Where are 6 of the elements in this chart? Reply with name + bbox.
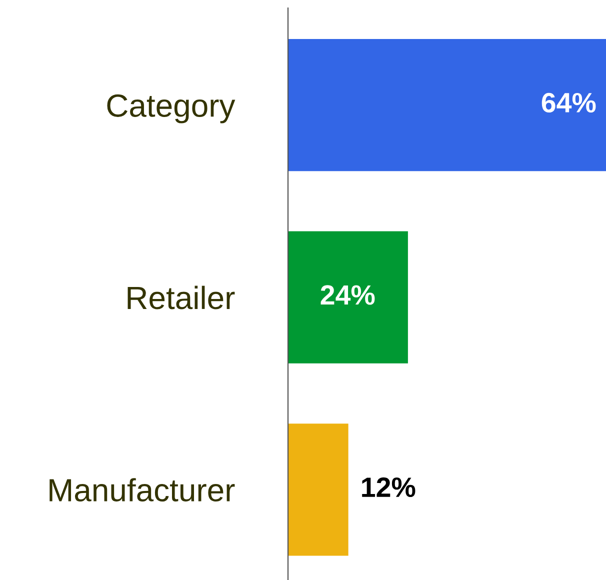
y-tick-label: Manufacturer [50, 478, 235, 502]
y-tick-label: Category [107, 94, 236, 124]
y-tick-label: Retailer [128, 286, 235, 310]
data-label: 64% [542, 92, 596, 113]
data-label: 12% [362, 477, 416, 498]
data-label: 24% [320, 285, 375, 305]
